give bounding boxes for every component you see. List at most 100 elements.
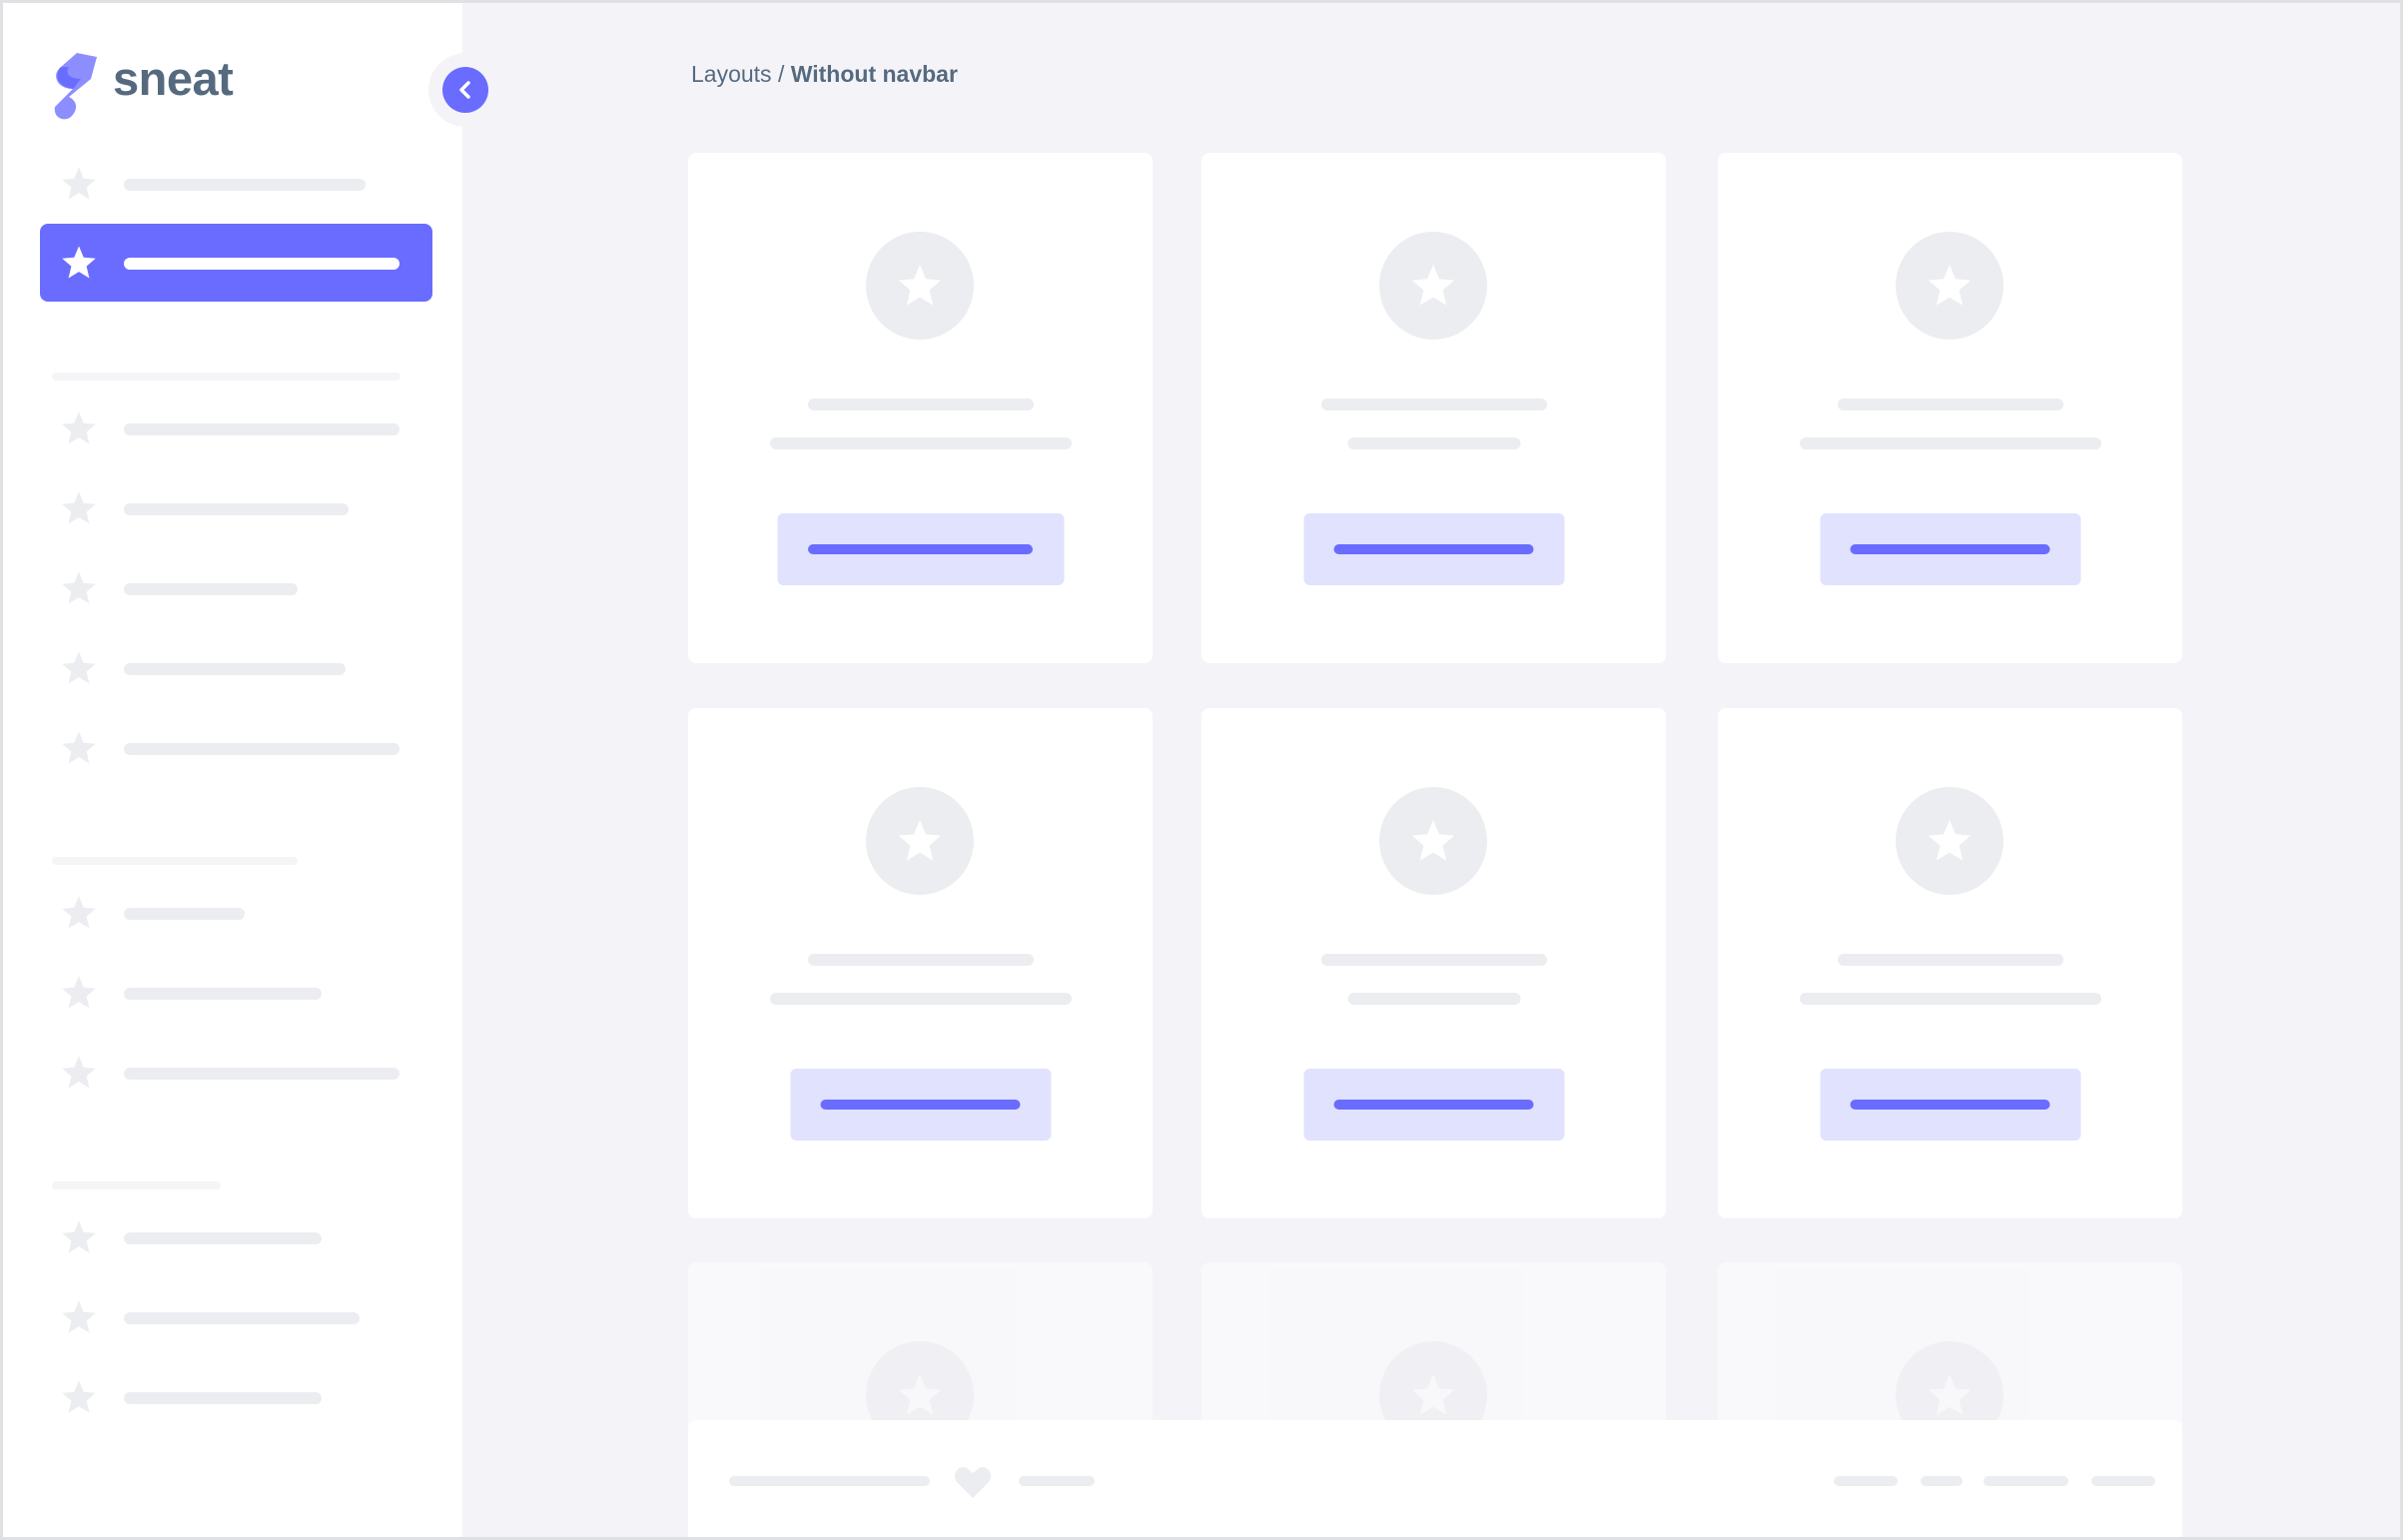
card-text-placeholder [1347, 437, 1520, 449]
sidebar-item-label-placeholder [124, 423, 400, 435]
star-icon [1409, 1371, 1457, 1419]
card-title-placeholder [1837, 398, 2063, 410]
footer-link-placeholder[interactable] [1921, 1476, 1963, 1486]
sidebar-section-header [52, 857, 298, 865]
card [1718, 153, 2182, 663]
card-button[interactable] [1820, 1069, 2080, 1141]
card-title-placeholder [807, 954, 1034, 966]
sidebar-section-header [52, 1181, 221, 1189]
footer-link-placeholder[interactable] [1019, 1476, 1095, 1486]
sidebar-item-label-placeholder [124, 258, 400, 270]
star-icon [896, 262, 944, 310]
sidebar-item-label-placeholder [124, 1232, 322, 1244]
sidebar: sneat [3, 3, 502, 1537]
card-button-label-placeholder [1333, 1100, 1534, 1110]
card [1202, 153, 1666, 663]
card-button-label-placeholder [1850, 1100, 2050, 1110]
star-icon [60, 244, 98, 282]
card-text-placeholder [1347, 993, 1520, 1005]
card-text-placeholder [1799, 437, 2101, 449]
sidebar-item[interactable] [40, 1198, 432, 1276]
star-icon [60, 489, 98, 527]
sidebar-item[interactable] [40, 954, 432, 1032]
breadcrumb-separator: / [771, 61, 791, 87]
sidebar-item[interactable] [40, 469, 432, 547]
star-icon [60, 165, 98, 203]
footer [688, 1420, 2182, 1537]
star-icon [60, 1054, 98, 1092]
sidebar-item[interactable] [40, 629, 432, 707]
star-icon [1926, 262, 1974, 310]
footer-link-placeholder[interactable] [2091, 1476, 2155, 1486]
star-icon [60, 649, 98, 687]
star-icon [60, 569, 98, 607]
chevron-left-icon [459, 81, 470, 99]
sidebar-item-label-placeholder [124, 743, 400, 755]
sidebar-item-label-placeholder [124, 583, 298, 595]
collapse-sidebar-button[interactable] [442, 67, 488, 113]
star-icon [1926, 817, 1974, 865]
card-button-label-placeholder [1850, 544, 2050, 554]
star-icon [60, 1378, 98, 1416]
card-button-label-placeholder [1333, 544, 1534, 554]
sidebar-item-label-placeholder [124, 908, 245, 920]
sidebar-item[interactable] [40, 874, 432, 952]
card-button[interactable] [1820, 513, 2080, 585]
star-icon [1926, 1371, 1974, 1419]
star-icon [60, 409, 98, 447]
star-icon [60, 974, 98, 1012]
sidebar-item-label-placeholder [124, 988, 322, 1000]
card-avatar [1379, 232, 1487, 340]
card-avatar [866, 232, 974, 340]
sidebar-item[interactable] [40, 709, 432, 787]
star-icon [60, 894, 98, 932]
card [688, 708, 1153, 1218]
card-button-label-placeholder [808, 544, 1033, 554]
card-button[interactable] [1303, 513, 1564, 585]
brand-name[interactable]: sneat [113, 52, 234, 105]
card-avatar [1379, 787, 1487, 895]
breadcrumb: Layouts / Without navbar [691, 61, 958, 88]
sidebar-item[interactable] [40, 1358, 432, 1436]
breadcrumb-current: Without navbar [790, 61, 958, 87]
card-button[interactable] [790, 1069, 1051, 1141]
sneat-logo-icon [54, 53, 97, 120]
card-text-placeholder [1799, 993, 2101, 1005]
sidebar-item[interactable] [40, 389, 432, 467]
card-avatar [866, 787, 974, 895]
sidebar-item[interactable] [40, 1034, 432, 1112]
card-title-placeholder [1320, 398, 1547, 410]
card [1718, 708, 2182, 1218]
sidebar-section-header [52, 373, 400, 381]
card-title-placeholder [1320, 954, 1547, 966]
card-text-placeholder [769, 437, 1072, 449]
footer-link-placeholder[interactable] [1984, 1476, 2068, 1486]
sidebar-item[interactable] [40, 1278, 432, 1356]
card-title-placeholder [1837, 954, 2063, 966]
card-button-label-placeholder [820, 1100, 1021, 1110]
star-icon [60, 729, 98, 767]
star-icon [60, 1218, 98, 1256]
sidebar-item-label-placeholder [124, 1068, 400, 1080]
star-icon [896, 1371, 944, 1419]
star-icon [60, 1298, 98, 1336]
sidebar-item-label-placeholder [124, 503, 349, 515]
sidebar-item-label-placeholder [124, 1312, 360, 1324]
heart-icon [954, 1467, 992, 1498]
card [688, 153, 1153, 663]
footer-link-placeholder[interactable] [1834, 1476, 1898, 1486]
card-title-placeholder [807, 398, 1034, 410]
card [1202, 708, 1666, 1218]
sidebar-item[interactable] [40, 224, 432, 302]
sidebar-item-label-placeholder [124, 179, 366, 191]
breadcrumb-parent[interactable]: Layouts [691, 61, 772, 87]
sidebar-item[interactable] [40, 145, 432, 223]
card-text-placeholder [769, 993, 1072, 1005]
sidebar-item-label-placeholder [124, 663, 346, 675]
footer-text-placeholder [729, 1476, 930, 1486]
sidebar-item[interactable] [40, 549, 432, 627]
card-button[interactable] [1303, 1069, 1564, 1141]
star-icon [1409, 262, 1457, 310]
card-button[interactable] [777, 513, 1064, 585]
